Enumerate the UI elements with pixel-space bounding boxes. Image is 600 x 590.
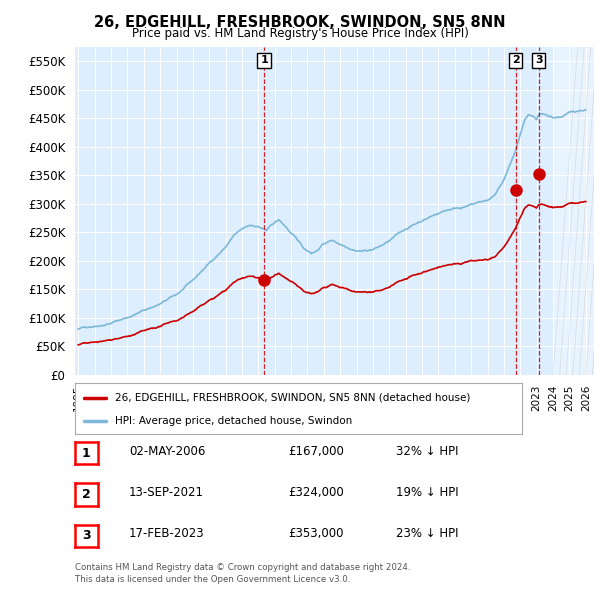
Text: HPI: Average price, detached house, Swindon: HPI: Average price, detached house, Swin…	[115, 416, 352, 426]
Text: Contains HM Land Registry data © Crown copyright and database right 2024.: Contains HM Land Registry data © Crown c…	[75, 563, 410, 572]
Text: 23% ↓ HPI: 23% ↓ HPI	[396, 527, 458, 540]
Text: 32% ↓ HPI: 32% ↓ HPI	[396, 445, 458, 458]
Text: 1: 1	[82, 447, 91, 460]
Text: 17-FEB-2023: 17-FEB-2023	[129, 527, 205, 540]
Text: £353,000: £353,000	[288, 527, 343, 540]
Text: 2: 2	[82, 488, 91, 501]
Text: £324,000: £324,000	[288, 486, 344, 499]
Text: This data is licensed under the Open Government Licence v3.0.: This data is licensed under the Open Gov…	[75, 575, 350, 584]
Text: 13-SEP-2021: 13-SEP-2021	[129, 486, 204, 499]
Text: 02-MAY-2006: 02-MAY-2006	[129, 445, 205, 458]
Text: 26, EDGEHILL, FRESHBROOK, SWINDON, SN5 8NN: 26, EDGEHILL, FRESHBROOK, SWINDON, SN5 8…	[94, 15, 506, 30]
Text: 3: 3	[82, 529, 91, 542]
Text: 2: 2	[512, 55, 520, 65]
Text: 19% ↓ HPI: 19% ↓ HPI	[396, 486, 458, 499]
Text: 1: 1	[260, 55, 268, 65]
Text: £167,000: £167,000	[288, 445, 344, 458]
Text: Price paid vs. HM Land Registry's House Price Index (HPI): Price paid vs. HM Land Registry's House …	[131, 27, 469, 40]
Text: 26, EDGEHILL, FRESHBROOK, SWINDON, SN5 8NN (detached house): 26, EDGEHILL, FRESHBROOK, SWINDON, SN5 8…	[115, 392, 470, 402]
Text: 3: 3	[535, 55, 542, 65]
